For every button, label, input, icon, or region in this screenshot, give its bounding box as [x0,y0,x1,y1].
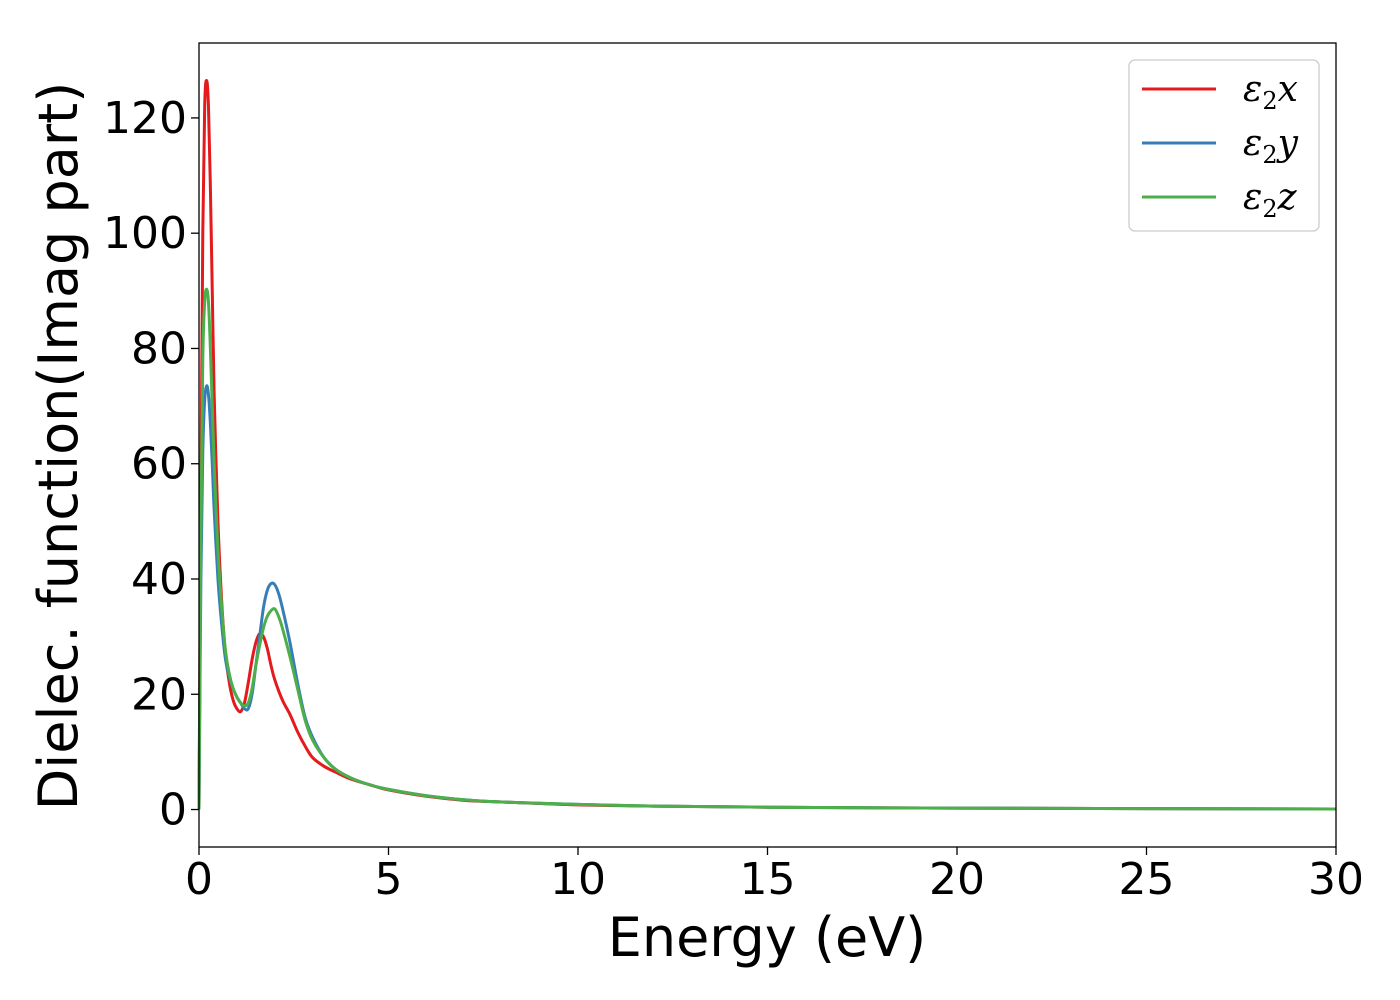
x-tick-label: 5 [375,854,403,905]
legend-label-x: ε2x [1243,69,1298,115]
legend-label-z: ε2z [1243,177,1298,223]
x-tick-label: 30 [1308,854,1364,905]
x-tick-label: 15 [740,854,796,905]
y-tick-label: 120 [103,93,187,144]
y-axis-label: Dielec. function(Imag part) [27,82,90,811]
y-tick-label: 80 [131,323,187,374]
y-tick-label: 60 [131,439,187,490]
series-lines [197,78,1337,811]
y-tick-label: 20 [131,669,187,720]
x-tick-label: 10 [550,854,606,905]
series-line-z [197,287,1337,811]
axes: 0 5 10 15 20 25 30 0 20 40 60 80 100 120 [103,42,1364,905]
x-tick-label: 20 [929,854,985,905]
x-axis-label: Energy (eV) [608,906,927,969]
y-tick-label: 40 [131,554,187,605]
y-tick-label: 0 [159,785,187,836]
legend-label-y: ε2y [1243,123,1299,169]
x-tick-label: 0 [185,854,213,905]
x-tick-label: 25 [1119,854,1175,905]
legend-box [1128,59,1320,232]
y-tick-label: 100 [103,208,187,259]
legend: ε2x ε2y ε2z [1128,59,1320,232]
